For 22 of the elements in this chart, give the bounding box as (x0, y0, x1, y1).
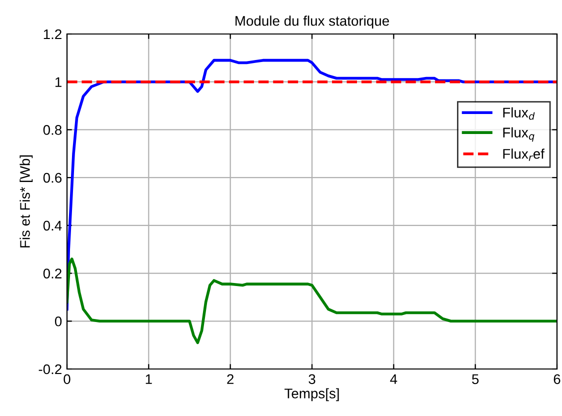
y-tick-label: -0.2 (38, 364, 62, 374)
x-tick-label: 5 (472, 374, 479, 384)
y-axis-title: Fis et Fis* [Wb] (20, 155, 33, 248)
x-axis-title: Temps[s] (284, 388, 339, 402)
x-tick-label: 6 (554, 374, 560, 384)
x-tick-label: 3 (308, 374, 316, 384)
x-tick-label: 4 (390, 374, 398, 384)
x-tick-label: 0 (64, 374, 70, 384)
y-tick-label: 1.2 (44, 29, 62, 40)
line-series (67, 258, 557, 344)
y-tick-label: 0.4 (43, 220, 62, 231)
y-tick-label: 0.2 (43, 268, 62, 278)
y-tick-label: 0.8 (43, 125, 62, 135)
y-tick-label: 1 (55, 77, 62, 87)
legend-label: Flux$_{q}$ (503, 127, 534, 142)
chart-title: Module du flux statorique (236, 16, 389, 29)
y-tick-label: 0.6 (43, 172, 62, 183)
y-tick-label: 0 (54, 316, 62, 326)
x-tick-label: 2 (227, 374, 234, 384)
x-tick-label: 1 (146, 374, 152, 384)
legend-label: Flux$_{r}$ef (503, 148, 544, 161)
legend-label: Flux$_{d}$ (503, 107, 535, 120)
